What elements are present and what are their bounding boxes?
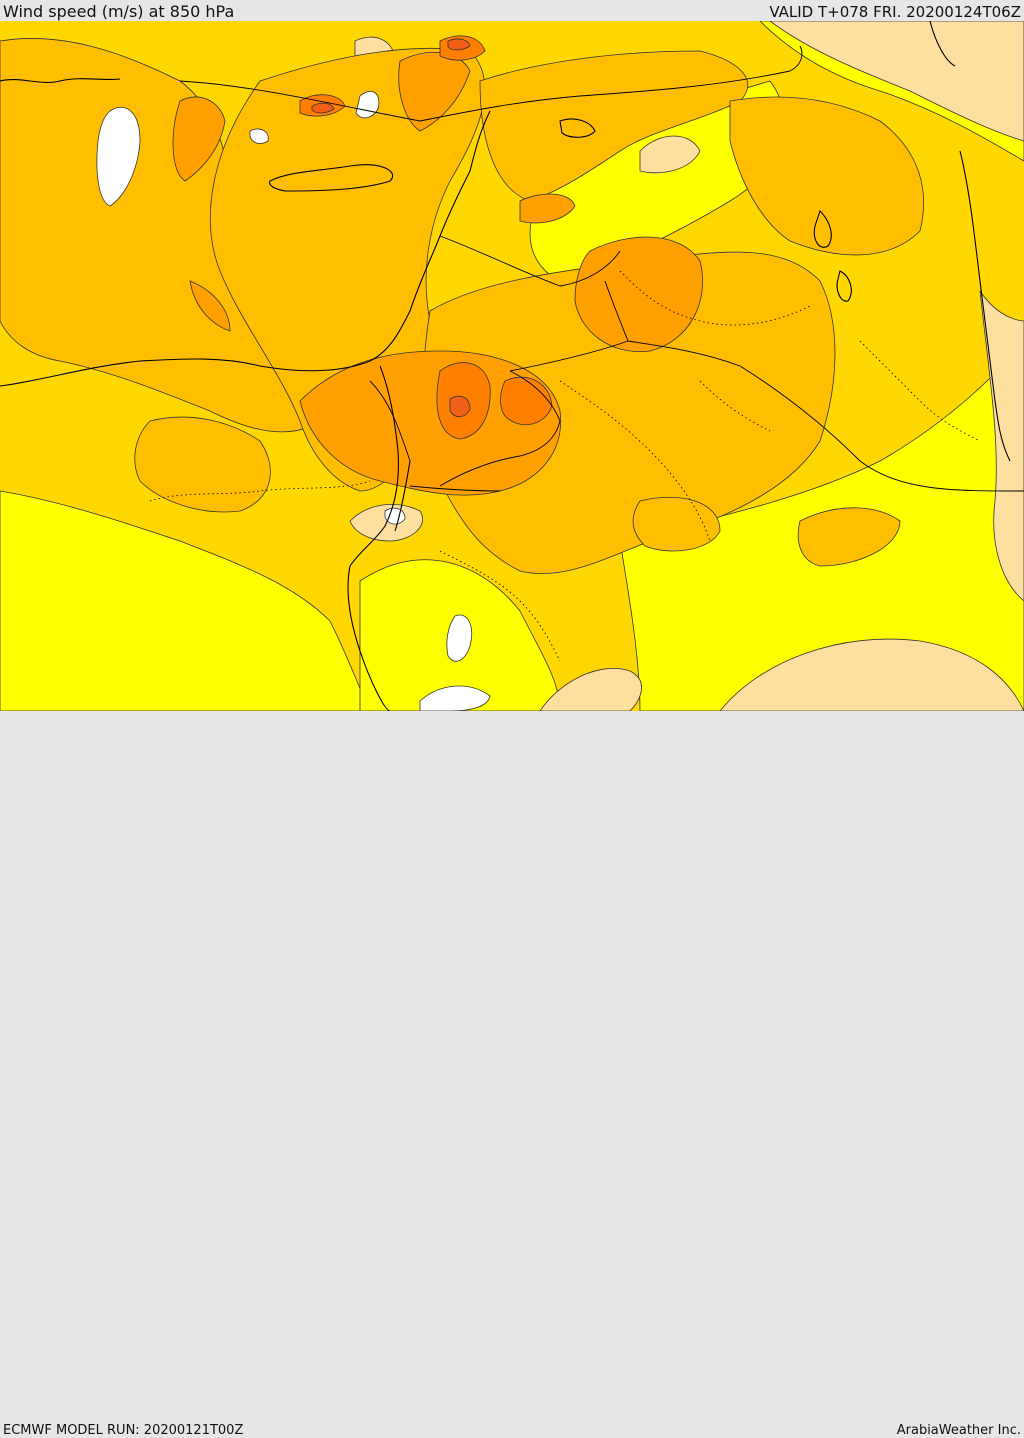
header-bar: Wind speed (m/s) at 850 hPa VALID T+078 …: [0, 0, 1024, 21]
amber-zones: [0, 38, 924, 575]
valid-time: VALID T+078 FRI. 20200124T06Z: [769, 3, 1021, 21]
calm-patches: [96, 91, 491, 711]
coastlines: [0, 21, 1011, 711]
credit-label: ArabiaWeather Inc.: [896, 1423, 1021, 1438]
footer-bar: ECMWF MODEL RUN: 20200121T00Z ArabiaWeat…: [0, 711, 1024, 1437]
light-zones: [129, 21, 1024, 711]
red-orange-cores: [311, 38, 471, 418]
model-run-label: ECMWF MODEL RUN: 20200121T00Z: [3, 1423, 244, 1438]
political-borders: [179, 45, 1024, 492]
map-title: Wind speed (m/s) at 850 hPa: [3, 2, 235, 21]
wind-speed-map: [0, 21, 1024, 711]
minor-boundaries: [149, 270, 981, 662]
